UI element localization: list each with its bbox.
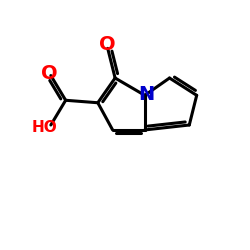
Text: O: O [41, 64, 58, 82]
Text: N: N [139, 84, 155, 103]
Text: O: O [100, 35, 116, 54]
Text: HO: HO [32, 120, 58, 135]
